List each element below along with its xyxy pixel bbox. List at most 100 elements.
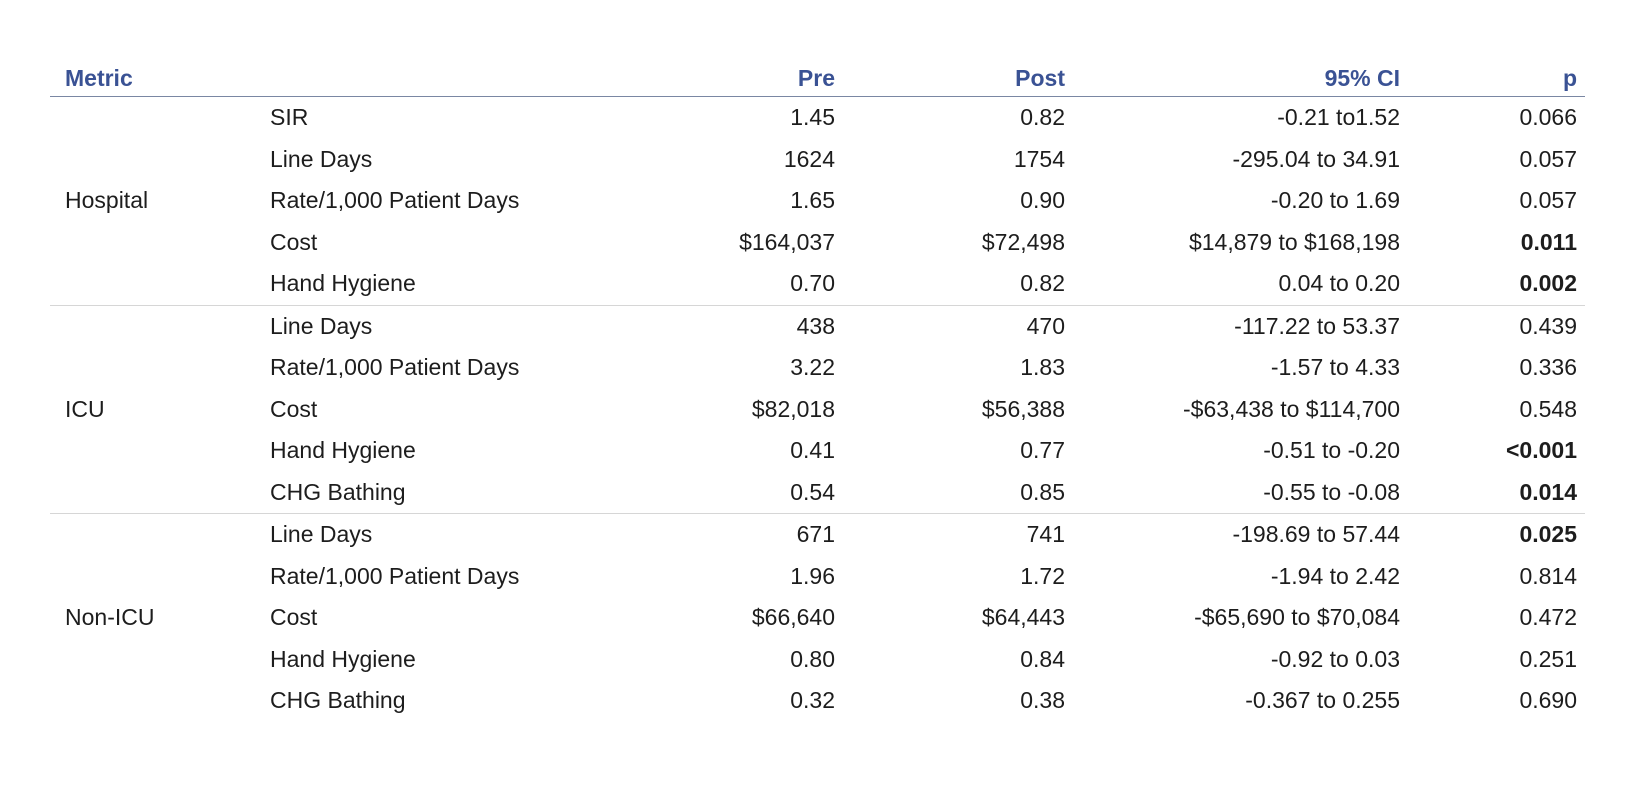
metric-label: Hand Hygiene — [270, 270, 416, 297]
p-value: 0.011 — [1520, 228, 1577, 255]
ci-value: -1.94 to 2.42 — [1270, 562, 1400, 589]
ci-value: -$65,690 to $70,084 — [1194, 604, 1400, 631]
post-value: 741 — [843, 513, 1073, 556]
p-value: 0.002 — [1519, 270, 1577, 297]
pre-value: 1624 — [783, 145, 835, 172]
p-value: <0.001 — [1506, 437, 1577, 464]
ci-value: -0.92 to 0.03 — [1270, 645, 1400, 672]
ci-value: 0.04 to 0.20 — [1278, 270, 1401, 297]
p-value: 0.057 — [1519, 145, 1577, 172]
table-row: Rate/1,000 Patient Days 3.22 1.83 -1.57 … — [50, 347, 1585, 389]
table-row: Cost $66,640 $64,443 -$65,690 to $70,084… — [50, 597, 1585, 639]
table-row: CHG Bathing 0.54 0.85 -0.55 to -0.08 0.0… — [50, 472, 1585, 514]
table-row: CHG Bathing 0.32 0.38 -0.367 to 0.255 0.… — [50, 680, 1585, 722]
pre-value: $164,037 — [739, 228, 835, 255]
ci-value: -1.57 to 4.33 — [1270, 354, 1400, 381]
pre-value: $66,640 — [751, 604, 835, 631]
metric-label: Line Days — [260, 513, 590, 556]
pre-value: 1.45 — [790, 104, 835, 131]
post-value: 1754 — [1013, 145, 1065, 172]
ci-value: -0.55 to -0.08 — [1263, 478, 1400, 505]
post-value: 0.77 — [1020, 437, 1065, 464]
table-row: Rate/1,000 Patient Days 1.96 1.72 -1.94 … — [50, 556, 1585, 598]
ci-value: -0.20 to 1.69 — [1270, 187, 1400, 214]
metrics-table-container: Metric Pre Post 95% CI p Hospital SIR 1.… — [50, 60, 1585, 722]
metric-label: Cost — [270, 228, 318, 255]
ci-value: -0.51 to -0.20 — [1263, 437, 1400, 464]
table-row: Hand Hygiene 0.80 0.84 -0.92 to 0.03 0.2… — [50, 639, 1585, 681]
table-row: Rate/1,000 Patient Days 1.65 0.90 -0.20 … — [50, 180, 1585, 222]
post-value: 470 — [843, 304, 1073, 347]
metric-label: Rate/1,000 Patient Days — [270, 187, 520, 214]
metric-label: Hand Hygiene — [270, 645, 416, 672]
metric-label: CHG Bathing — [270, 478, 406, 505]
pre-value: 671 — [590, 513, 843, 556]
column-header-ci: 95% CI — [1073, 60, 1408, 97]
ci-value: -295.04 to 34.91 — [1232, 145, 1400, 172]
metric-label: Rate/1,000 Patient Days — [270, 562, 520, 589]
column-header-pre: Pre — [590, 60, 843, 97]
column-header-p: p — [1408, 60, 1585, 97]
column-header-metric: Metric — [50, 60, 590, 97]
p-value: 0.472 — [1519, 604, 1577, 631]
pre-value: 0.80 — [790, 645, 835, 672]
metric-label: CHG Bathing — [270, 687, 406, 714]
pre-value: 0.54 — [790, 478, 835, 505]
p-value: 0.439 — [1408, 304, 1585, 347]
ci-value: -0.21 to1.52 — [1277, 104, 1400, 131]
pre-value: 438 — [590, 304, 843, 347]
metrics-table: Metric Pre Post 95% CI p Hospital SIR 1.… — [50, 60, 1585, 722]
metric-label: Cost — [270, 604, 318, 631]
p-value: 0.066 — [1519, 104, 1577, 131]
pre-value: $82,018 — [751, 395, 835, 422]
ci-value: $14,879 to $168,198 — [1188, 228, 1400, 255]
table-row: Line Days 1624 1754 -295.04 to 34.91 0.0… — [50, 139, 1585, 181]
post-value: 1.72 — [1020, 562, 1065, 589]
table-row: Hand Hygiene 0.70 0.82 0.04 to 0.20 0.00… — [50, 263, 1585, 305]
p-value: 0.336 — [1519, 354, 1577, 381]
table-header-row: Metric Pre Post 95% CI p — [50, 60, 1585, 97]
post-value: 0.38 — [1020, 687, 1065, 714]
table-row: Cost $164,037 $72,498 $14,879 to $168,19… — [50, 222, 1585, 264]
pre-value: 0.32 — [790, 687, 835, 714]
table-row: Hand Hygiene 0.41 0.77 -0.51 to -0.20 <0… — [50, 430, 1585, 472]
pre-value: 1.65 — [790, 187, 835, 214]
metric-label: Line Days — [260, 304, 590, 347]
metric-label: Rate/1,000 Patient Days — [270, 354, 520, 381]
pre-value: 0.41 — [790, 437, 835, 464]
ci-value: -198.69 to 57.44 — [1073, 513, 1408, 556]
p-value: 0.690 — [1519, 687, 1577, 714]
post-value: 0.84 — [1020, 645, 1065, 672]
post-value: 0.90 — [1020, 187, 1065, 214]
post-value: $64,443 — [981, 604, 1065, 631]
pre-value: 1.96 — [790, 562, 835, 589]
p-value: 0.548 — [1519, 395, 1577, 422]
metric-label: Line Days — [270, 145, 373, 172]
post-value: 0.82 — [1020, 270, 1065, 297]
table-row: Cost $82,018 $56,388 -$63,438 to $114,70… — [50, 389, 1585, 431]
pre-value: 3.22 — [790, 354, 835, 381]
ci-value: -0.367 to 0.255 — [1245, 687, 1400, 714]
pre-value: 0.70 — [790, 270, 835, 297]
table-row: Non-ICU Line Days 671 741 -198.69 to 57.… — [50, 513, 1585, 722]
p-value: 0.251 — [1519, 645, 1577, 672]
metric-label: Cost — [270, 395, 318, 422]
group-label-icu: ICU — [50, 304, 260, 514]
post-value: 0.85 — [1020, 478, 1065, 505]
p-value: 0.814 — [1519, 562, 1577, 589]
post-value: $56,388 — [981, 395, 1065, 422]
table-row: ICU Line Days 438 470 -117.22 to 53.37 0… — [50, 304, 1585, 514]
p-value: 0.057 — [1519, 187, 1577, 214]
metric-label: Hand Hygiene — [270, 437, 416, 464]
p-value: 0.014 — [1519, 478, 1577, 505]
post-value: $72,498 — [981, 228, 1065, 255]
metric-label: SIR — [270, 104, 309, 131]
ci-value: -117.22 to 53.37 — [1073, 304, 1408, 347]
group-label-non-icu: Non-ICU — [50, 513, 260, 722]
table-row: Hospital SIR 1.45 0.82 -0.21 to1.52 0.06… — [50, 97, 1585, 213]
p-value: 0.025 — [1408, 513, 1585, 556]
column-header-post: Post — [843, 60, 1073, 97]
group-label-hospital: Hospital — [65, 187, 149, 214]
ci-value: -$63,438 to $114,700 — [1183, 395, 1400, 422]
